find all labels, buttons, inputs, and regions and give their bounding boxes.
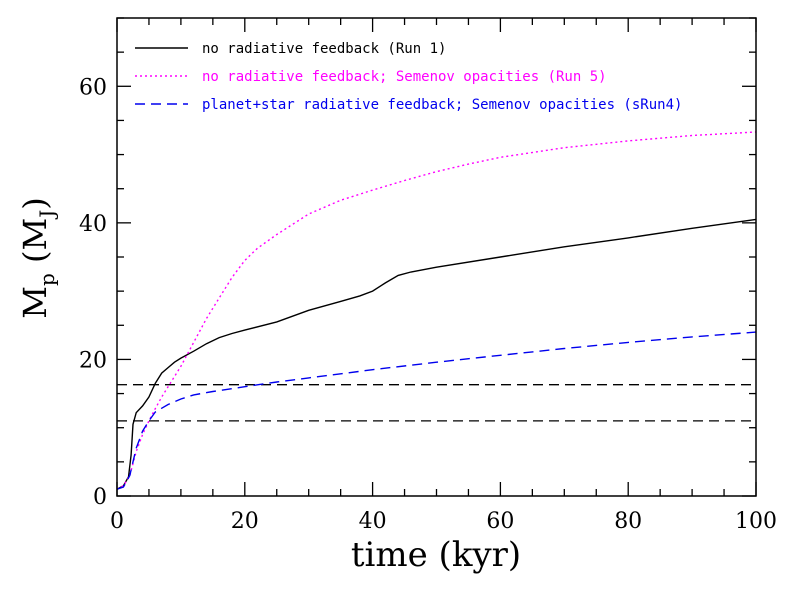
series-lines bbox=[116, 131, 757, 490]
y-tick-label: 0 bbox=[93, 485, 107, 510]
y-axis-unit-subscript: J bbox=[35, 210, 59, 220]
x-tick-label: 40 bbox=[359, 509, 387, 534]
y-axis-unit: M bbox=[16, 218, 54, 251]
y-tick-label: 40 bbox=[79, 212, 107, 237]
plot-area-frame bbox=[116, 17, 757, 497]
y-axis-unit-close: ) bbox=[16, 197, 54, 209]
y-axis-title: Mp (MJ) bbox=[16, 197, 59, 319]
series-line-2 bbox=[116, 331, 757, 490]
x-tick-label: 100 bbox=[735, 509, 777, 534]
legend-entry-run1: no radiative feedback (Run 1) bbox=[135, 41, 446, 57]
y-tick-label: 60 bbox=[79, 75, 107, 100]
axis-ticks bbox=[116, 17, 757, 497]
series-line-1 bbox=[116, 131, 757, 490]
y-axis-symbol-subscript: p bbox=[35, 273, 59, 286]
legend-label-srun4: planet+star radiative feedback; Semenov … bbox=[202, 97, 682, 113]
y-axis-symbol: M bbox=[16, 286, 54, 319]
y-tick-labels: 0 20 40 60 bbox=[79, 75, 107, 510]
legend-entry-srun4: planet+star radiative feedback; Semenov … bbox=[135, 97, 682, 113]
x-tick-label: 20 bbox=[231, 509, 259, 534]
legend-label-run1: no radiative feedback (Run 1) bbox=[202, 41, 446, 57]
legend: no radiative feedback (Run 1) no radiati… bbox=[135, 41, 682, 113]
x-tick-label: 60 bbox=[486, 509, 514, 534]
legend-entry-run5: no radiative feedback; Semenov opacities… bbox=[135, 69, 607, 85]
reference-lines bbox=[117, 384, 756, 422]
x-axis-title: time (kyr) bbox=[351, 535, 521, 575]
x-tick-labels: 0 20 40 60 80 100 bbox=[110, 509, 777, 534]
y-tick-label: 20 bbox=[79, 348, 107, 373]
x-tick-label: 80 bbox=[614, 509, 642, 534]
series-line-0 bbox=[116, 218, 757, 490]
x-tick-label: 0 bbox=[110, 509, 124, 534]
legend-label-run5: no radiative feedback; Semenov opacities… bbox=[202, 69, 607, 85]
y-axis-unit-open: ( bbox=[16, 251, 54, 274]
